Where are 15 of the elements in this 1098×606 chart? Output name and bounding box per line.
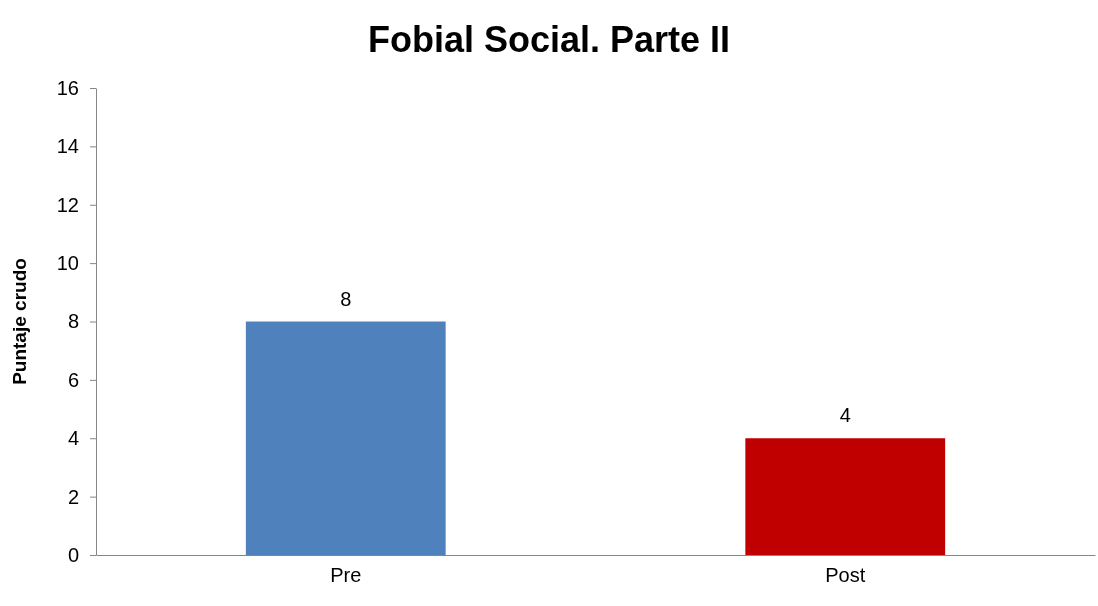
y-axis-title: Puntaje crudo (9, 258, 30, 385)
y-tick-label: 2 (67, 485, 79, 508)
y-tick-label: 6 (67, 368, 79, 391)
y-tick-label: 10 (56, 252, 79, 275)
y-tick-label: 12 (56, 193, 79, 216)
data-label: 4 (839, 404, 851, 427)
y-tick-label: 8 (67, 310, 79, 333)
y-tick-label: 4 (67, 427, 79, 450)
y-tick-label: 0 (67, 543, 79, 566)
data-label: 8 (340, 287, 352, 310)
chart-title: Fobial Social. Parte II (367, 19, 731, 60)
y-tick-label: 16 (56, 76, 79, 99)
x-tick-label: Pre (330, 564, 362, 586)
y-tick-label: 14 (56, 135, 79, 158)
x-tick-label: Post (825, 564, 866, 586)
